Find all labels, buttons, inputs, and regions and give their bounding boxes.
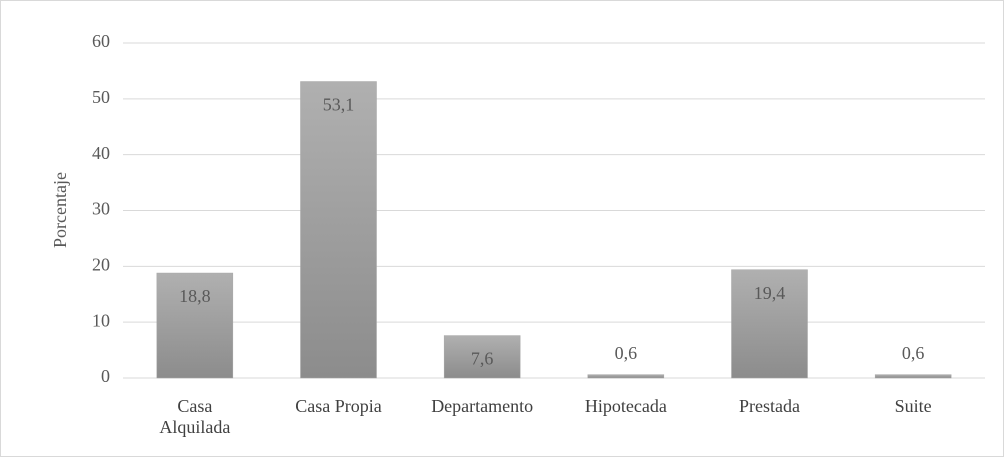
value-label: 53,1: [323, 95, 355, 115]
x-tick-label: Prestada: [739, 396, 800, 416]
value-label: 19,4: [754, 283, 786, 303]
value-label: 0,6: [615, 343, 638, 363]
x-tick-label: Departamento: [431, 396, 534, 416]
y-tick-label: 30: [92, 199, 110, 219]
y-tick-label: 60: [92, 31, 110, 51]
bar: [443, 335, 521, 379]
y-tick-label: 10: [92, 310, 110, 330]
x-tick-label: Hipotecada: [584, 396, 667, 416]
y-tick-label: 50: [92, 87, 110, 107]
value-label: 18,8: [179, 286, 211, 306]
bar: [156, 272, 234, 379]
value-label: 0,6: [902, 343, 925, 363]
x-tick-label: Casa Alquilada: [159, 396, 231, 437]
y-tick-label: 40: [92, 143, 110, 163]
bar: [731, 269, 808, 379]
x-tick-label: Suite: [894, 396, 932, 416]
value-label: 7,6: [471, 349, 494, 369]
bar: [587, 374, 665, 379]
bar: [300, 81, 377, 379]
y-tick-label: 0: [101, 366, 110, 386]
y-axis-label: Porcentaje: [50, 172, 70, 248]
y-tick-label: 20: [92, 254, 110, 274]
x-tick-label: Casa Propia: [295, 396, 382, 416]
bar: [874, 374, 952, 379]
